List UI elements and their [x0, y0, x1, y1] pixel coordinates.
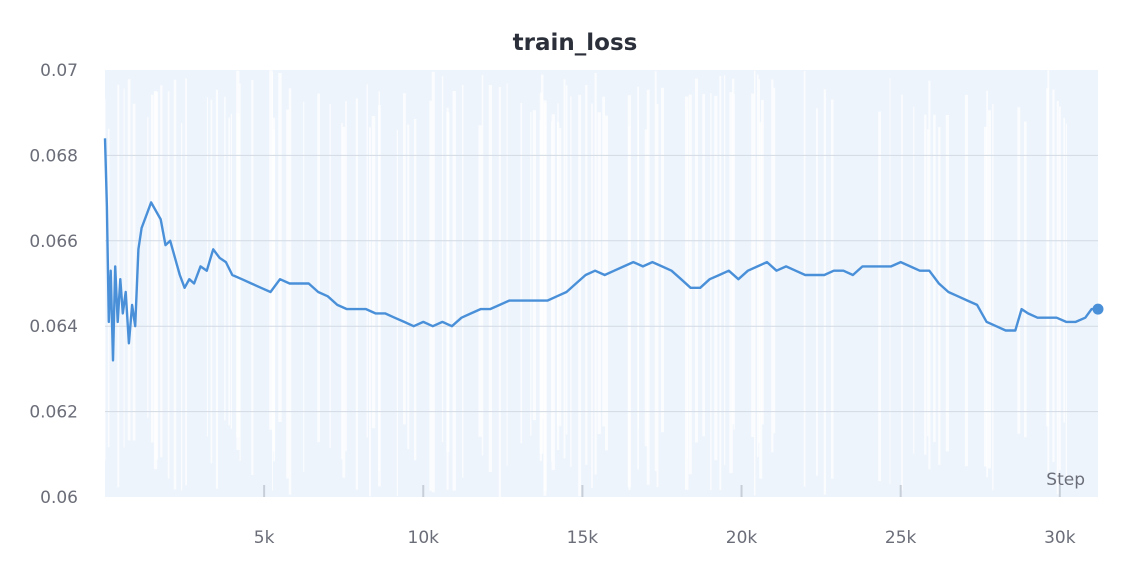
x-tick-label: 10k	[408, 528, 440, 548]
y-tick-label: 0.07	[40, 61, 78, 81]
series-line	[103, 138, 1098, 362]
chart-title: train_loss	[513, 30, 638, 56]
y-tick-label: 0.064	[29, 317, 78, 337]
raw-data-band	[104, 70, 1068, 497]
x-axis-label: Step	[1046, 470, 1085, 490]
x-tick-label: 30k	[1044, 528, 1076, 548]
y-tick-label: 0.066	[29, 232, 78, 252]
x-tick-label: 20k	[726, 528, 758, 548]
x-tick-label: 15k	[567, 528, 599, 548]
x-tick-label: 5k	[254, 528, 275, 548]
series-endpoint-marker	[1092, 303, 1104, 315]
y-tick-label: 0.062	[29, 403, 78, 423]
y-tick-label: 0.06	[40, 488, 78, 508]
x-axis: 5k 10k 15k 20k 25k 30k	[254, 485, 1076, 548]
x-tick-label: 25k	[885, 528, 917, 548]
series-layer	[103, 138, 1104, 362]
gridlines	[105, 154, 1098, 413]
y-axis: 0.06 0.062 0.064 0.066 0.068 0.07	[29, 61, 78, 508]
y-tick-label: 0.068	[29, 146, 78, 166]
